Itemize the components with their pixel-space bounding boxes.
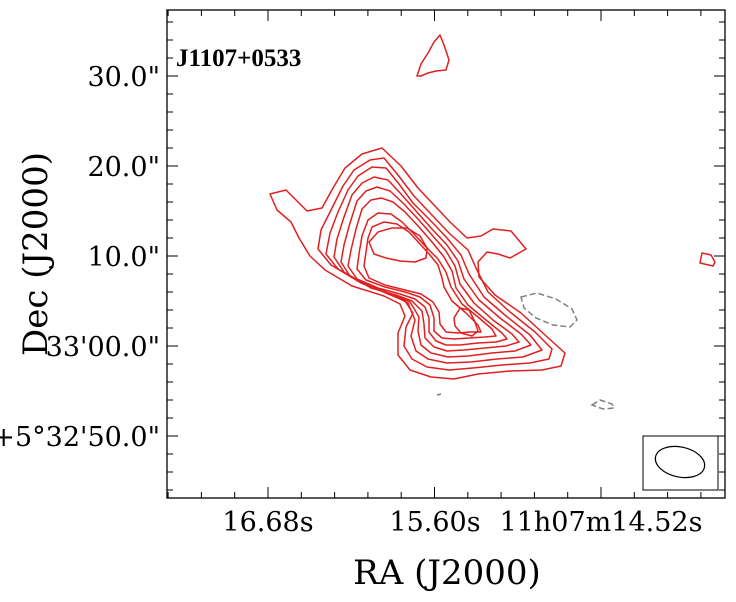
contour-level-10 — [453, 307, 479, 337]
contour-level-1 — [269, 147, 566, 380]
contour-level-8 — [363, 221, 482, 334]
source-label: J1107+0533 — [176, 45, 301, 72]
y-tick-label: 10.0" — [87, 242, 160, 273]
negative-contours — [436, 292, 616, 410]
y-tick-label: 33'00.0" — [46, 332, 160, 363]
contour-level-9 — [368, 227, 428, 263]
contour-level-5 — [340, 186, 520, 352]
y-axis-title: Dec (J2000) — [16, 152, 56, 356]
y-tick-label: 20.0" — [87, 152, 160, 183]
x-tick-label: 15.60s — [389, 507, 480, 538]
beam-box — [642, 435, 719, 491]
contour-north-knot — [416, 34, 450, 77]
contour-level-7 — [356, 212, 497, 340]
x-axis-title: RA (J2000) — [353, 553, 541, 593]
contour-level-6 — [347, 197, 508, 346]
y-tick-label: +5°32'50.0" — [0, 422, 160, 453]
negative-contour-1 — [520, 292, 578, 328]
x-tick-label: 11h07m14.52s — [500, 507, 703, 538]
plot-frame — [166, 9, 726, 499]
contour-east-knot — [699, 252, 716, 267]
beam-ellipse — [654, 445, 706, 479]
negative-contour-3 — [436, 393, 442, 396]
x-tick-label: 16.68s — [222, 507, 313, 538]
positive-contours — [269, 34, 716, 380]
y-tick-label: 30.0" — [87, 62, 160, 93]
axis-ticks — [167, 10, 725, 498]
negative-contour-2 — [590, 399, 616, 410]
